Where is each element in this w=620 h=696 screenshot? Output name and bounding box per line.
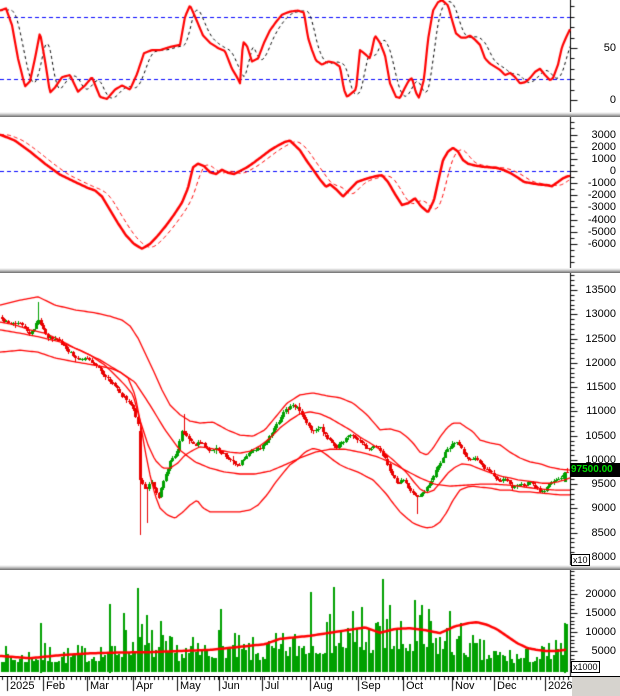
oscillator-plot[interactable] bbox=[0, 117, 620, 268]
y-axis-label: 13000 bbox=[585, 308, 616, 320]
y-axis-label: 1000 bbox=[591, 153, 616, 165]
last-price-badge: 97500.00 bbox=[570, 463, 620, 477]
y-axis-label: 0 bbox=[609, 94, 616, 106]
y-axis-label: -1000 bbox=[587, 177, 616, 189]
y-axis-label: 9500 bbox=[591, 478, 616, 490]
y-axis-label: 9000 bbox=[591, 502, 616, 514]
y-axis-label: -2000 bbox=[587, 189, 616, 201]
x-axis-label: Nov bbox=[455, 680, 475, 692]
y-axis-label: 20000 bbox=[585, 588, 616, 600]
x-axis-label: Dec bbox=[497, 680, 517, 692]
volume-panel bbox=[0, 570, 620, 676]
y-axis-label: 10000 bbox=[585, 626, 616, 638]
x-axis-label: 2026 bbox=[548, 680, 573, 692]
panel-splitter-3[interactable] bbox=[0, 565, 620, 570]
x-axis-label: Feb bbox=[46, 680, 65, 692]
y-axis-label: 2000 bbox=[591, 141, 616, 153]
y-axis-label: 11500 bbox=[586, 381, 616, 393]
volume-scale-multiplier: x1000 bbox=[571, 661, 600, 673]
y-axis-label: 0 bbox=[609, 165, 616, 177]
stochastic-panel bbox=[0, 0, 620, 112]
y-axis-label: -6000 bbox=[587, 238, 616, 250]
oscillator-panel bbox=[0, 117, 620, 268]
stochastic-plot[interactable] bbox=[0, 0, 620, 112]
x-axis-label: May bbox=[180, 680, 201, 692]
x-axis-label: 2025 bbox=[10, 680, 35, 692]
x-axis-label: Aug bbox=[313, 680, 333, 692]
x-axis-label: Apr bbox=[136, 680, 154, 692]
y-axis-label: 5000 bbox=[591, 645, 616, 657]
price-panel bbox=[0, 273, 620, 565]
x-axis-label: Mar bbox=[90, 680, 109, 692]
y-axis-label: 8000 bbox=[591, 551, 616, 563]
y-axis-label: -4000 bbox=[587, 214, 616, 226]
x-axis-label: Jul bbox=[265, 680, 280, 692]
price-plot[interactable] bbox=[0, 273, 620, 565]
y-axis-label: 8500 bbox=[591, 527, 616, 539]
axis-corner bbox=[572, 677, 620, 696]
panel-splitter-2[interactable] bbox=[0, 268, 620, 273]
panel-splitter-1[interactable] bbox=[0, 112, 620, 117]
y-axis-label: 13500 bbox=[585, 284, 616, 296]
x-axis-label: Sep bbox=[361, 680, 381, 692]
y-axis-label: 50 bbox=[603, 42, 616, 54]
y-axis-label: -3000 bbox=[587, 201, 616, 213]
y-axis-label: 10500 bbox=[585, 430, 616, 442]
y-axis-label: 15000 bbox=[585, 607, 616, 619]
price-scale-multiplier: x10 bbox=[571, 554, 590, 566]
y-axis-label: 3000 bbox=[591, 129, 616, 141]
y-axis-label: 12500 bbox=[585, 333, 616, 345]
x-axis-label: Oct bbox=[406, 680, 424, 692]
y-axis-label: -5000 bbox=[587, 226, 616, 238]
x-axis-label: Jun bbox=[222, 680, 240, 692]
y-axis-label: 11000 bbox=[586, 405, 616, 417]
volume-plot[interactable] bbox=[0, 570, 620, 676]
time-axis-ticks bbox=[0, 677, 620, 696]
y-axis-label: 12000 bbox=[585, 357, 616, 369]
time-axis bbox=[0, 676, 620, 696]
